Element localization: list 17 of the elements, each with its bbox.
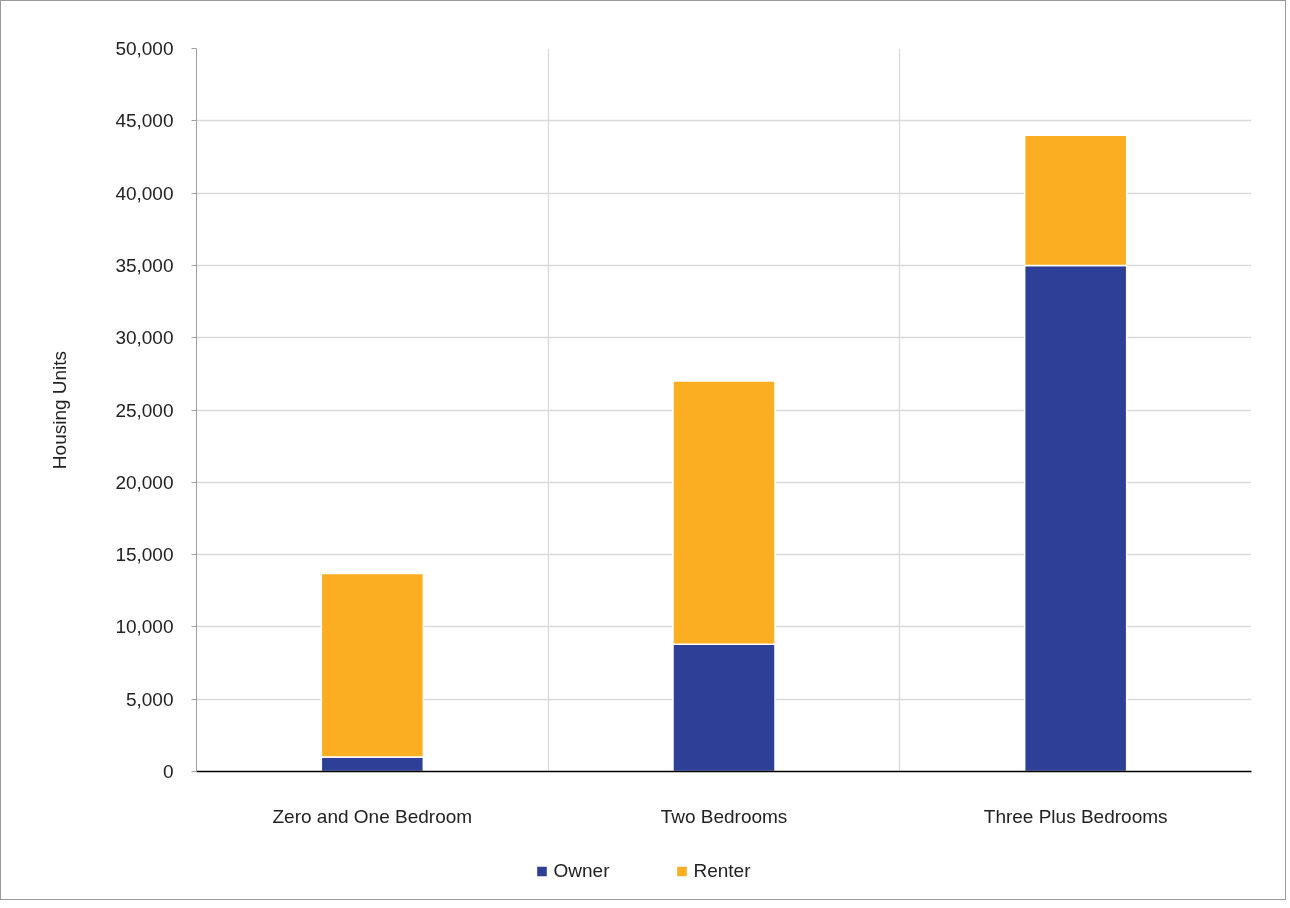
y-tick-label: 35,000 [115,254,174,276]
y-tick-label: 45,000 [115,110,174,132]
legend-label: Owner [553,860,610,882]
y-tick-label: 5,000 [125,688,174,710]
y-tick-label: 10,000 [115,616,174,638]
y-tick-label: 0 [162,761,174,782]
x-tick-label: Two Bedrooms [660,805,788,827]
y-axis-title: Housing Units [49,350,71,470]
y-tick-label: 15,000 [115,544,174,566]
x-tick-label: Three Plus Bedrooms [983,805,1168,827]
y-tick-label: 40,000 [115,182,174,204]
y-tick-label: 30,000 [115,327,174,349]
y-tick-label: 50,000 [115,38,174,59]
x-tick-label: Zero and One Bedroom [272,805,473,827]
y-tick-label: 20,000 [115,471,174,493]
legend-label: Renter [693,860,751,882]
y-tick-label: 25,000 [115,399,174,421]
